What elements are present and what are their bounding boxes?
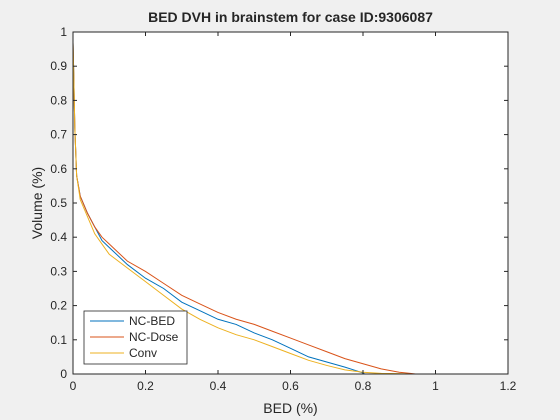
y-tick-label: 0	[60, 367, 67, 381]
y-tick-label: 0.4	[50, 230, 67, 244]
x-tick-label: 1.2	[500, 379, 517, 393]
y-axis-label: Volume (%)	[29, 167, 45, 239]
y-tick-label: 0.1	[50, 333, 67, 347]
axes-layer: 0 0.2 0.4 0.6 0.8 1 1.2 0 0.1 0.2 0.3 0.4 0.5 0.6 0.7 0…	[50, 25, 516, 393]
x-tick-label: 0.2	[137, 379, 154, 393]
y-tick-label: 0.9	[50, 59, 67, 73]
y-tick-label: 0.2	[50, 299, 67, 313]
y-tick-label: 0.7	[50, 128, 67, 142]
series-line-nc-dose	[72, 42, 508, 375]
y-tick-label: 0.5	[50, 196, 67, 210]
y-tick-label: 0.6	[50, 162, 67, 176]
y-tick-label: 1	[60, 25, 67, 39]
x-axis-label: BED (%)	[263, 400, 317, 416]
legend-label: NC-Dose	[129, 330, 179, 344]
y-tick-label: 0.8	[50, 93, 67, 107]
x-tick-label: 0.4	[210, 379, 227, 393]
y-tick-label: 0.3	[50, 264, 67, 278]
x-tick-label: 1	[432, 379, 439, 393]
legend-label: Conv	[129, 346, 157, 360]
series-layer	[72, 42, 508, 375]
legend-label: NC-BED	[129, 314, 175, 328]
x-tick-label: 0	[70, 379, 77, 393]
x-tick-label: 0.6	[282, 379, 299, 393]
legend: NC-BED NC-Dose Conv	[83, 310, 188, 365]
x-tick-label: 0.8	[355, 379, 372, 393]
series-line-conv	[72, 42, 508, 375]
chart-title: BED DVH in brainstem for case ID:9306087	[148, 9, 433, 25]
